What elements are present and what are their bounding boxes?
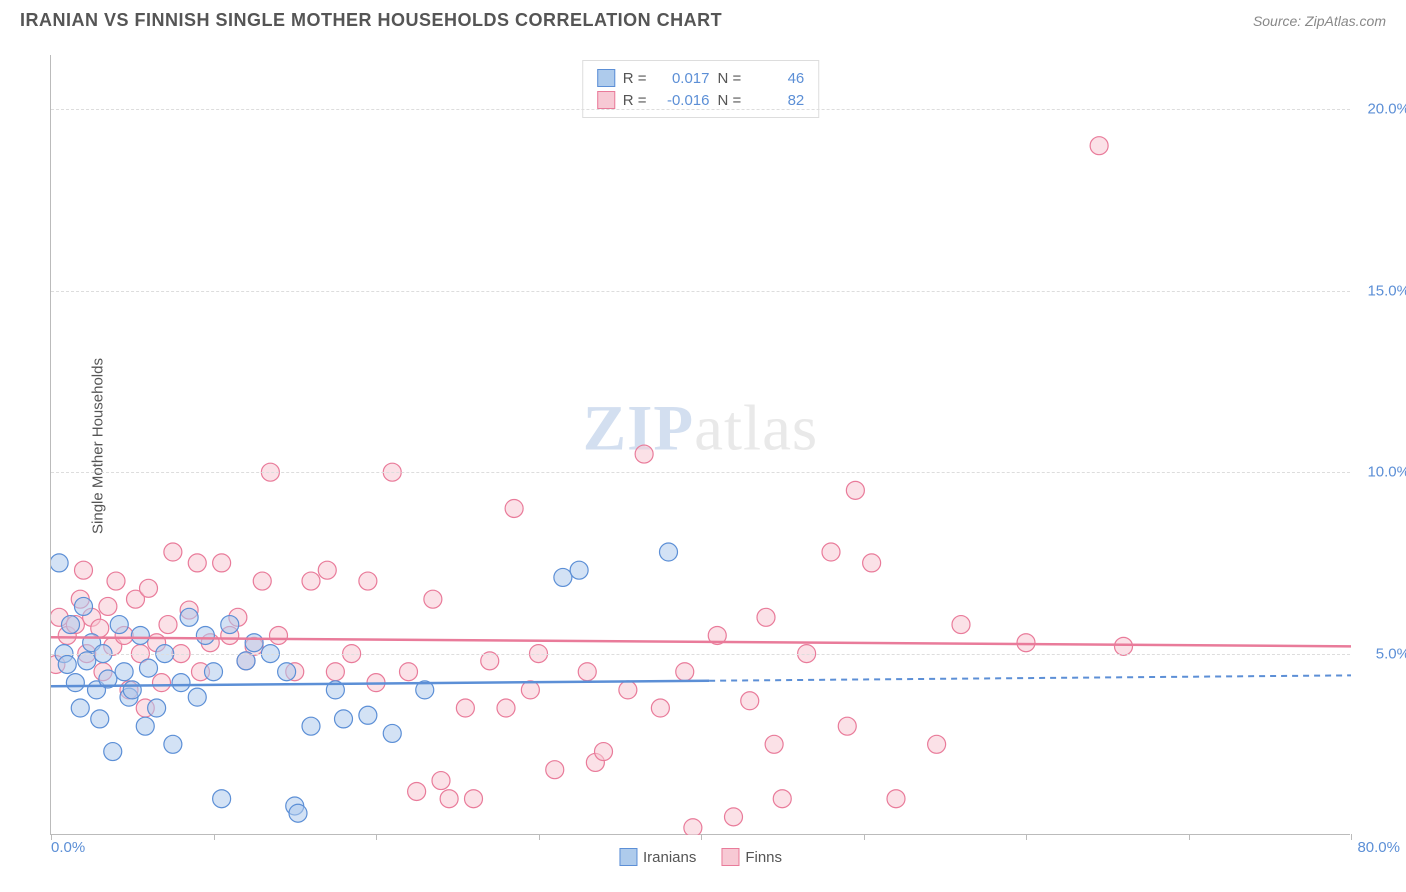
plot-box: ZIPatlas R = 0.017 N = 46 R = -0.016 N =…: [50, 55, 1350, 835]
chart-header: IRANIAN VS FINNISH SINGLE MOTHER HOUSEHO…: [0, 0, 1406, 36]
legend-item-b: Finns: [721, 848, 782, 866]
legend-item-a: Iranians: [619, 848, 696, 866]
chart-source: Source: ZipAtlas.com: [1253, 13, 1386, 29]
legend-row-b: R = -0.016 N = 82: [597, 89, 805, 111]
x-max-label: 80.0%: [1357, 839, 1400, 856]
series-legend: Iranians Finns: [619, 848, 782, 866]
scatter-svg: [51, 55, 1351, 835]
y-tick-label: 10.0%: [1367, 464, 1406, 481]
chart-title: IRANIAN VS FINNISH SINGLE MOTHER HOUSEHO…: [20, 10, 722, 31]
y-tick-label: 20.0%: [1367, 101, 1406, 118]
swatch-a: [597, 69, 615, 87]
y-tick-label: 5.0%: [1376, 645, 1406, 662]
swatch-a-bottom: [619, 848, 637, 866]
x-min-label: 0.0%: [51, 839, 85, 856]
legend-row-a: R = 0.017 N = 46: [597, 67, 805, 89]
chart-area: ZIPatlas R = 0.017 N = 46 R = -0.016 N =…: [50, 55, 1350, 835]
y-tick-label: 15.0%: [1367, 282, 1406, 299]
swatch-b: [597, 91, 615, 109]
swatch-b-bottom: [721, 848, 739, 866]
